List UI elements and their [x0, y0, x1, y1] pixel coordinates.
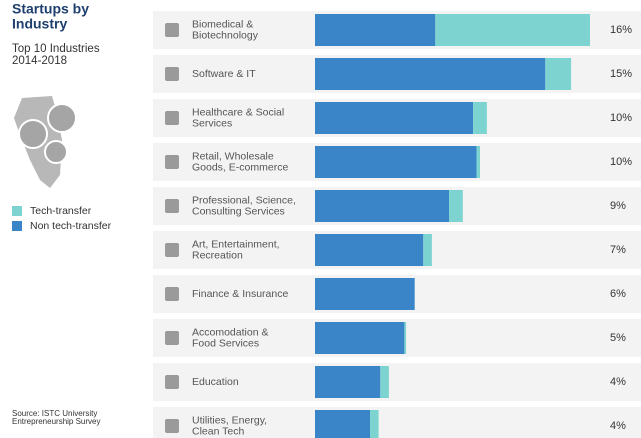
- bar-segment: [315, 410, 370, 438]
- legend-swatch: [12, 206, 22, 216]
- source: Source: ISTC University Entrepreneurship …: [12, 409, 101, 426]
- bar-segment: [315, 234, 424, 266]
- row-icon: [165, 23, 179, 37]
- category-label: Software & IT: [192, 68, 256, 80]
- bar-segment: [473, 102, 487, 134]
- chart-subtitle: Top 10 Industries 2014-2018: [12, 43, 100, 67]
- total-label: 4%: [610, 376, 626, 388]
- bar-segment: [315, 146, 477, 178]
- bar-segment: [315, 278, 415, 310]
- bar-segment: [315, 322, 405, 354]
- category-label: Finance & Insurance: [192, 288, 288, 300]
- category-label: Biomedical & Biotechnology: [192, 18, 259, 41]
- row-icon: [165, 199, 179, 213]
- legend-label: Non tech-transfer: [30, 220, 112, 232]
- total-label: 16%: [610, 24, 632, 36]
- row-icon: [165, 287, 179, 301]
- total-label: 4%: [610, 420, 626, 432]
- total-label: 10%: [610, 112, 632, 124]
- legend-label: Tech-transfer: [30, 205, 92, 217]
- bar-segment: [315, 58, 546, 90]
- bar-segment: [315, 14, 436, 46]
- category-label: Utilities, Energy, Clean Tech: [192, 414, 267, 437]
- bar-segment: [476, 146, 480, 178]
- category-label: Education: [192, 376, 239, 388]
- row-icon: [165, 419, 179, 433]
- bar-segment: [380, 366, 389, 398]
- chart-title: Startups by Industry: [12, 0, 89, 31]
- total-label: 5%: [610, 332, 626, 344]
- bar-segment: [315, 102, 474, 134]
- atom-gear: [47, 103, 77, 133]
- row-icon: [165, 375, 179, 389]
- bar-segment: [423, 234, 432, 266]
- row-icon: [165, 331, 179, 345]
- category-label: Accomodation & Food Services: [192, 326, 268, 349]
- code-gear: [18, 119, 48, 149]
- bar-segment: [315, 366, 381, 398]
- row-icon: [165, 155, 179, 169]
- category-label: Retail, Wholesale Goods, E-commerce: [192, 150, 288, 173]
- row-band: [153, 363, 641, 401]
- total-label: 9%: [610, 200, 626, 212]
- category-label: Art, Entertainment, Recreation: [192, 238, 280, 261]
- small-gear: [44, 140, 68, 164]
- total-label: 6%: [610, 288, 626, 300]
- illinois-icon: [14, 96, 77, 188]
- row-icon: [165, 67, 179, 81]
- category-label: Professional, Science, Consulting Service…: [192, 194, 296, 217]
- bar-segment: [435, 14, 590, 46]
- bar-segment: [315, 190, 450, 222]
- bar-segment: [404, 322, 407, 354]
- legend-swatch: [12, 221, 22, 231]
- row-icon: [165, 111, 179, 125]
- total-label: 15%: [610, 68, 632, 80]
- bar-segment: [449, 190, 463, 222]
- category-label: Healthcare & Social Services: [192, 106, 284, 129]
- bar-segment: [545, 58, 572, 90]
- row-icon: [165, 243, 179, 257]
- total-label: 7%: [610, 244, 626, 256]
- total-label: 10%: [610, 156, 632, 168]
- bar-segment: [370, 410, 379, 438]
- row-band: [153, 407, 641, 438]
